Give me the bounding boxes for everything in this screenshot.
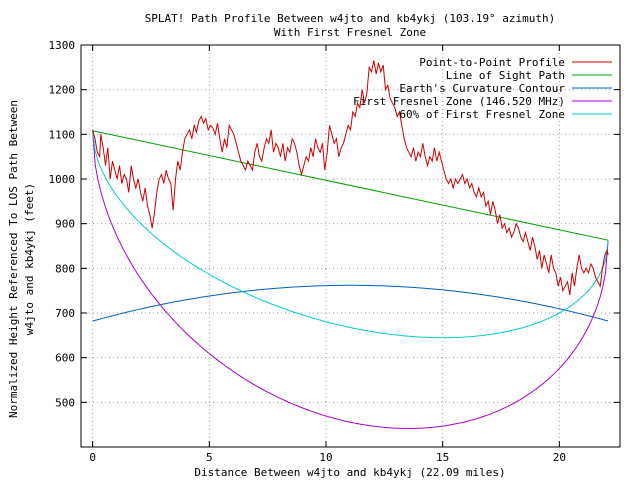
chart-title-line2: With First Fresnel Zone	[274, 26, 426, 39]
legend-entry-profile: Point-to-Point Profile	[419, 56, 565, 69]
y-tick-label: 500	[55, 396, 75, 409]
x-tick-label: 15	[436, 451, 449, 464]
x-tick-label: 10	[319, 451, 332, 464]
plot-frame	[80, 44, 621, 448]
legend-entry-fresnel60: 60% of First Fresnel Zone	[399, 108, 565, 121]
chart-title-line1: SPLAT! Path Profile Between w4jto and kb…	[145, 12, 556, 25]
legend-entry-los: Line of Sight Path	[446, 69, 565, 82]
y-tick-label: 1000	[49, 173, 76, 186]
y-tick-label: 900	[55, 218, 75, 231]
x-tick-label: 5	[206, 451, 213, 464]
fresnel-zone-line	[92, 130, 609, 429]
y-tick-label: 1100	[49, 128, 76, 141]
y-axis-ticks: 500 600 700 800 900 1000 1100 1200 1300	[49, 39, 620, 409]
y-tick-label: 600	[55, 352, 75, 365]
x-tick-label: 20	[553, 451, 566, 464]
plot-series	[92, 60, 609, 429]
legend-entry-fresnel: First Fresnel Zone (146.520 MHz)	[353, 95, 565, 108]
x-axis-label: Distance Between w4jto and kb4ykj (22.09…	[194, 466, 505, 479]
line-of-sight-line	[92, 130, 609, 241]
y-tick-label: 1200	[49, 84, 76, 97]
terrain-profile-line	[92, 60, 609, 296]
grid-lines	[81, 44, 620, 447]
y-tick-label: 700	[55, 307, 75, 320]
x-axis-ticks: 0 5 10 15 20	[89, 45, 566, 464]
earth-curvature-line	[92, 284, 609, 322]
x-tick-label: 0	[89, 451, 96, 464]
y-axis-label-line2: w4jto and kb4ykj (feet)	[23, 183, 36, 335]
y-axis-label-line1: Normalized Height Referenced To LOS Path…	[7, 100, 20, 418]
y-tick-label: 800	[55, 262, 75, 275]
fresnel-60-line	[92, 130, 609, 339]
y-tick-label: 1300	[49, 39, 76, 52]
legend-entry-earth: Earth's Curvature Contour	[399, 82, 565, 95]
